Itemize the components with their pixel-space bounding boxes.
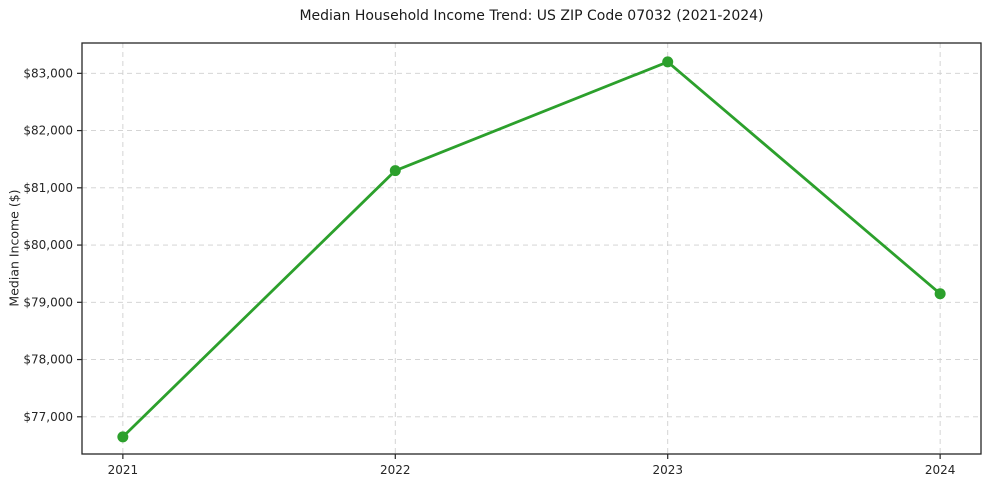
y-tick-label: $77,000 — [23, 410, 73, 424]
trend-line — [121, 60, 942, 439]
y-tick-label: $79,000 — [23, 295, 73, 309]
x-tick-label: 2024 — [925, 463, 956, 477]
y-tick-label: $80,000 — [23, 238, 73, 252]
y-tick-label: $81,000 — [23, 181, 73, 195]
y-tick-label: $78,000 — [23, 353, 73, 367]
axes-spines — [81, 42, 982, 455]
chart-title: Median Household Income Trend: US ZIP Co… — [299, 8, 764, 24]
data-point-marker — [662, 56, 674, 68]
x-tick-label: 2022 — [380, 463, 411, 477]
x-tick-label: 2021 — [108, 463, 139, 477]
data-point-marker — [934, 288, 946, 300]
x-tick-label: 2023 — [652, 463, 683, 477]
data-point-marker — [389, 165, 401, 177]
y-tick-label: $83,000 — [23, 66, 73, 80]
y-tick-label: $82,000 — [23, 124, 73, 138]
data-point-marker — [117, 431, 129, 443]
